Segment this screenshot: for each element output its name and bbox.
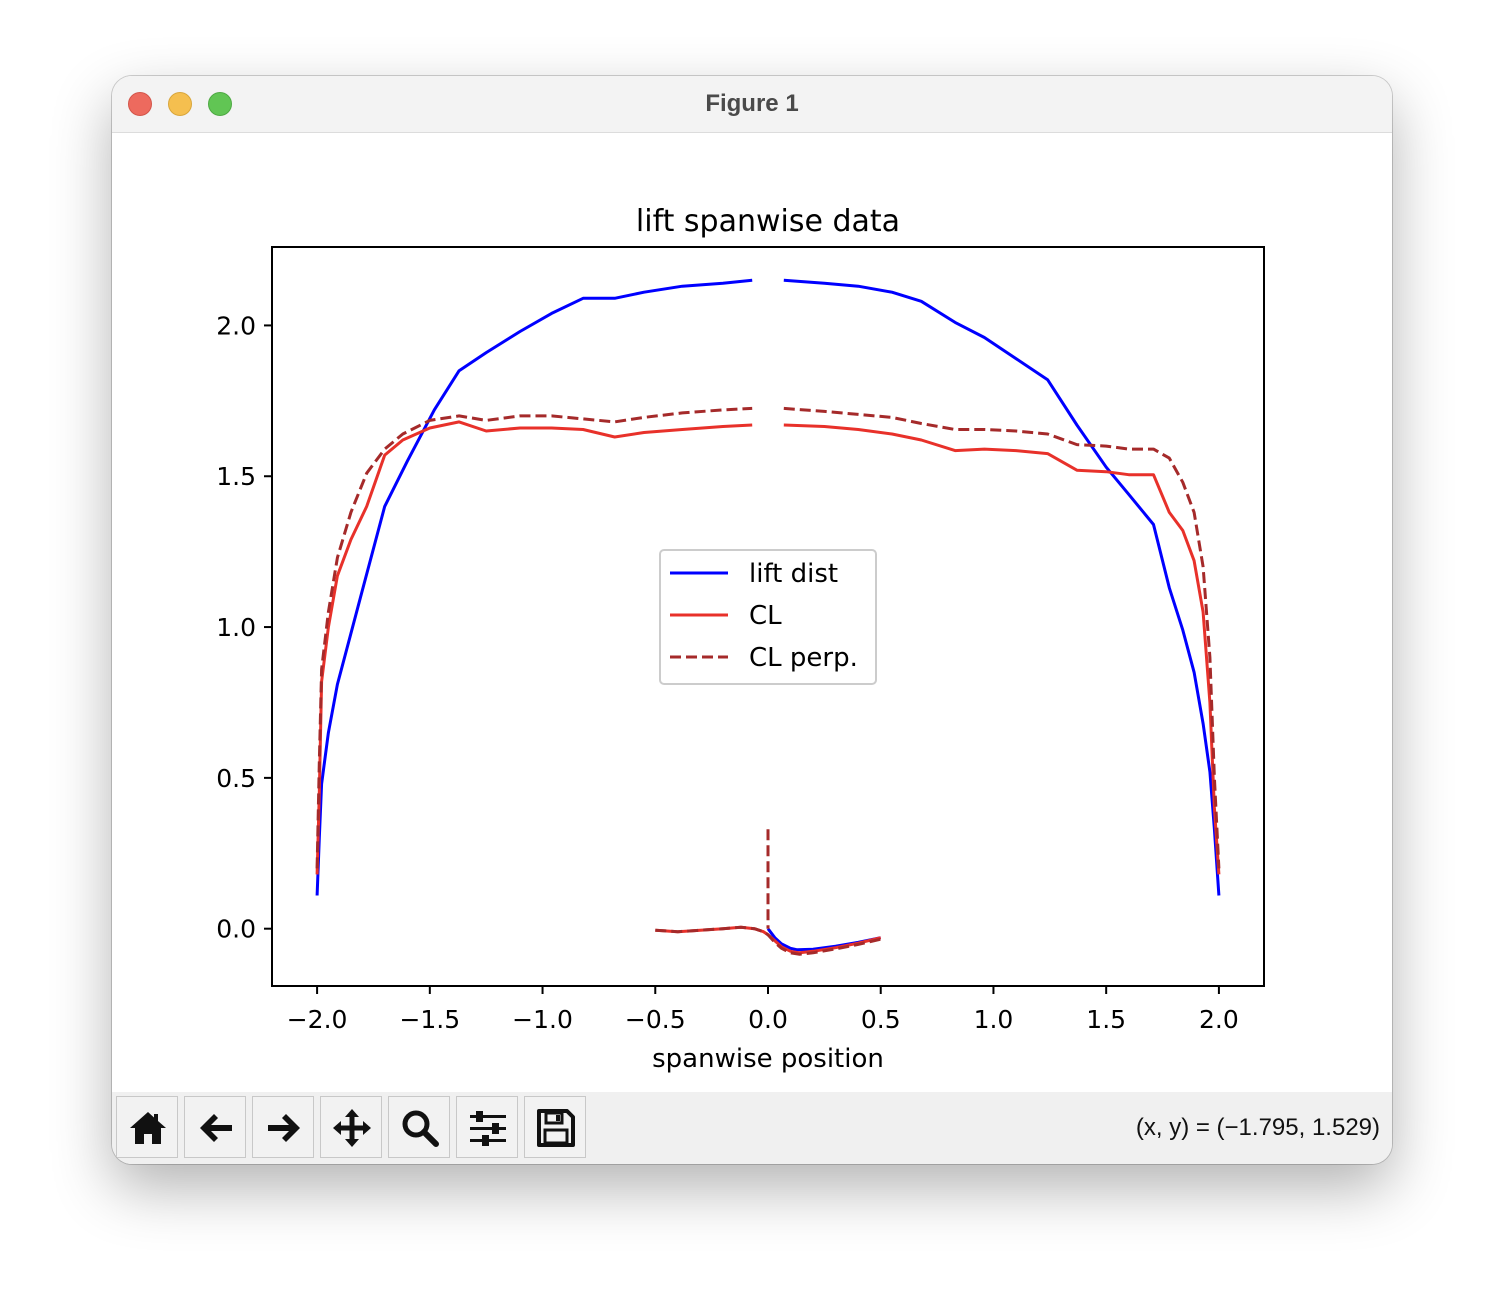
x-tick-label: 0.0 [748, 1005, 788, 1034]
window-title: Figure 1 [705, 90, 799, 117]
x-tick-label: −0.5 [625, 1005, 686, 1034]
x-tick-label: −1.5 [399, 1005, 460, 1034]
series-layer [315, 278, 1221, 956]
home-button[interactable] [116, 1096, 178, 1158]
home-icon [130, 1112, 166, 1144]
navigation-toolbar: (x, y) = (−1.795, 1.529) [112, 1092, 1392, 1164]
x-tick-label: 1.5 [1086, 1005, 1126, 1034]
y-tick-label: 1.5 [216, 462, 256, 491]
search-icon [402, 1110, 439, 1147]
back-button[interactable] [184, 1096, 246, 1158]
x-tick-label: −2.0 [287, 1005, 348, 1034]
y-tick-label: 0.5 [216, 764, 256, 793]
x-tick-label: 2.0 [1199, 1005, 1239, 1034]
figure-canvas[interactable]: lift spanwise data −2.0 −1.5 −1.0 −0.5 0.0 0.… [112, 133, 1392, 1092]
save-icon [537, 1109, 575, 1147]
legend-frame [659, 549, 877, 685]
x-tick-label: 0.5 [861, 1005, 901, 1034]
y-axis: 0.0 0.5 1.0 1.5 2.0 [216, 311, 272, 944]
minimize-window-button[interactable] [168, 92, 192, 116]
series-line-cl-perp-2 [783, 406, 1221, 869]
x-axis-label: spanwise position [652, 1044, 884, 1074]
y-tick-label: 2.0 [216, 311, 256, 340]
legend: lift dist CL CL perp. [659, 549, 877, 685]
line-chart[interactable]: lift spanwise data −2.0 −1.5 −1.0 −0.5 0.0 0.… [112, 133, 1392, 1092]
chart-title: lift spanwise data [636, 204, 900, 239]
legend-label-cl-perp: CL perp. [749, 643, 858, 673]
series-line-cl-1 [315, 420, 753, 875]
title-bar: Figure 1 [112, 76, 1392, 133]
configure-subplots-button[interactable] [456, 1096, 518, 1158]
legend-label-cl: CL [749, 601, 782, 631]
series-line-cl-perp-3 [655, 925, 882, 956]
forward-button[interactable] [252, 1096, 314, 1158]
arrow-left-icon [200, 1114, 232, 1142]
x-axis: −2.0 −1.5 −1.0 −0.5 0.0 0.5 1.0 1.5 2.0 [287, 986, 1239, 1034]
save-button[interactable] [524, 1096, 586, 1158]
figure-window: Figure 1 lift spanwise data −2.0 −1.5 −1.0… [112, 76, 1392, 1164]
y-tick-label: 0.0 [216, 915, 256, 944]
x-tick-label: −1.0 [512, 1005, 573, 1034]
maximize-window-button[interactable] [208, 92, 232, 116]
arrow-right-icon [268, 1114, 300, 1142]
cursor-coordinates: (x, y) = (−1.795, 1.529) [1135, 1114, 1380, 1141]
series-line-cl-perp-1 [315, 406, 753, 869]
close-window-button[interactable] [128, 92, 152, 116]
pan-button[interactable] [320, 1096, 382, 1158]
series-line-lift-dist-1 [315, 278, 753, 896]
legend-label-lift-dist: lift dist [749, 559, 838, 589]
series-line-cl-2 [783, 423, 1221, 875]
sliders-icon [470, 1111, 506, 1146]
move-icon [333, 1109, 371, 1147]
zoom-button[interactable] [388, 1096, 450, 1158]
y-tick-label: 1.0 [216, 613, 256, 642]
x-tick-label: 1.0 [974, 1005, 1014, 1034]
